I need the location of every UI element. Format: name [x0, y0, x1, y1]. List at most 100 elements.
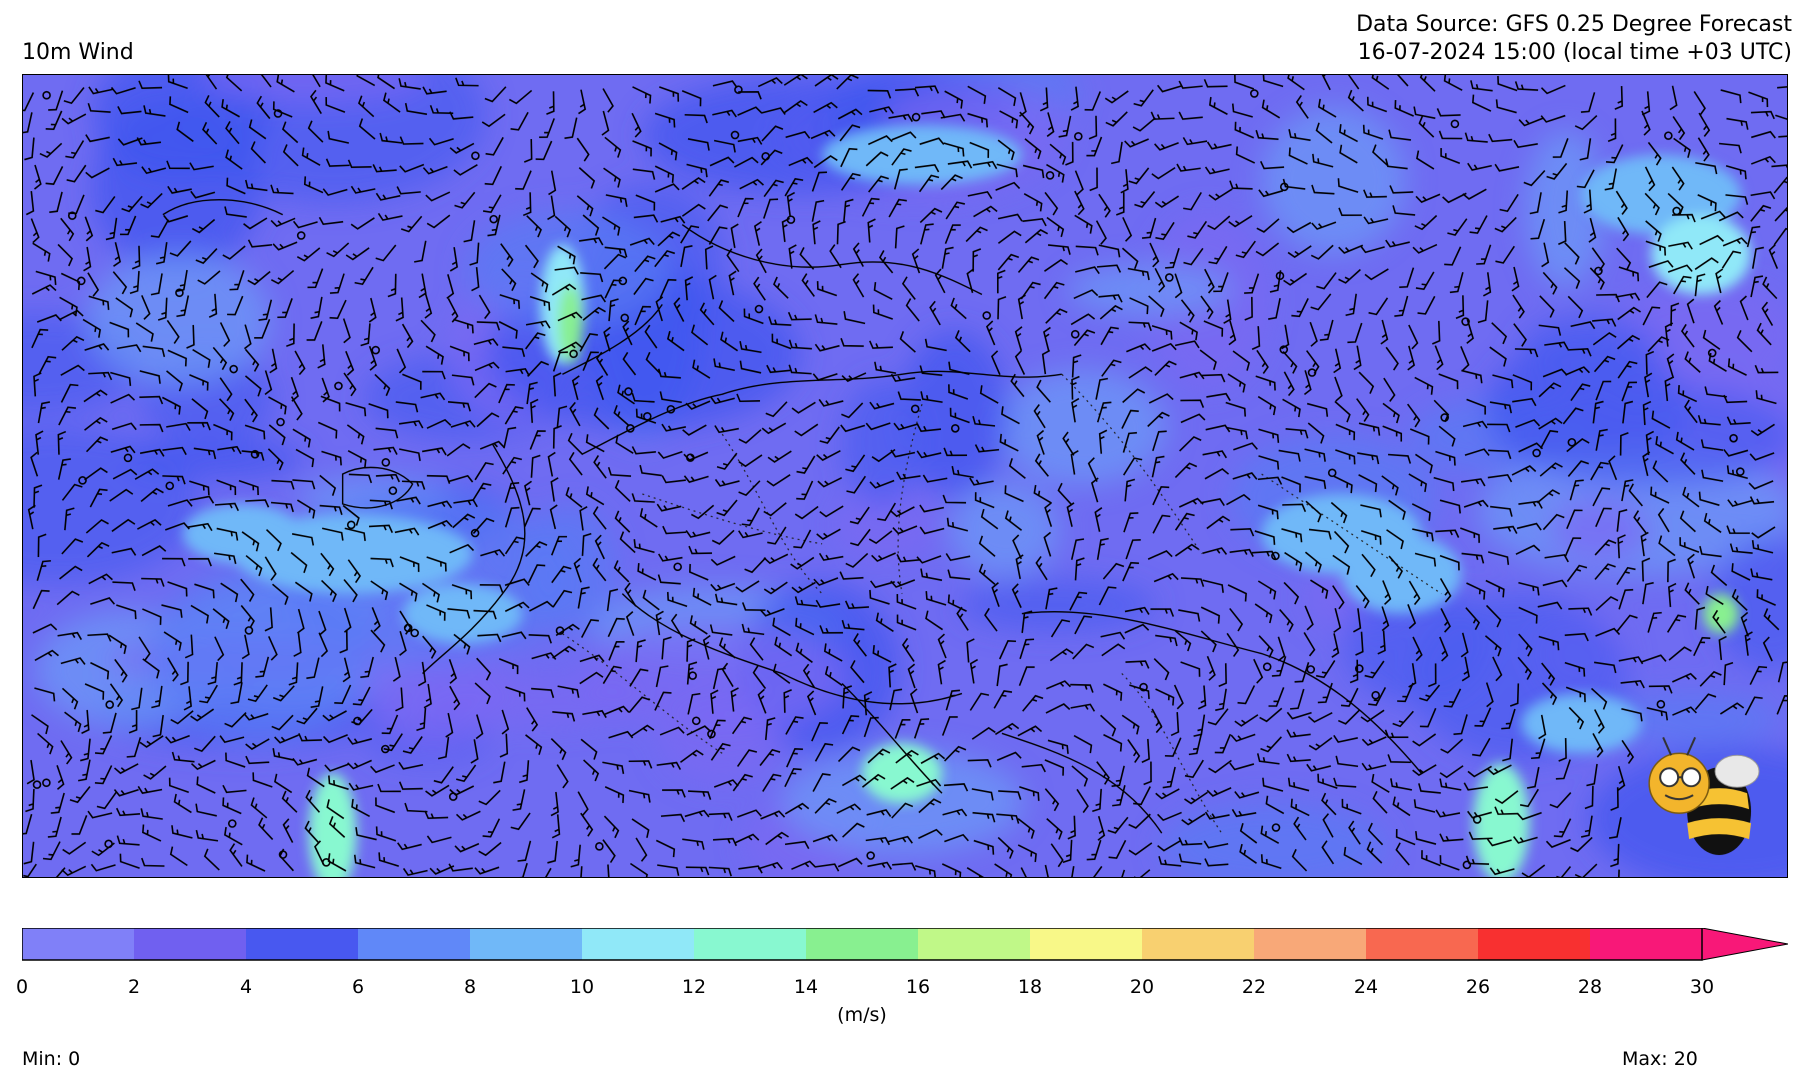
wind-barb [1152, 486, 1170, 506]
wind-barb [1699, 670, 1722, 687]
calm-wind-circle [1271, 551, 1280, 561]
wind-barb [937, 633, 947, 659]
wind-barb [922, 474, 948, 483]
wind-barb [1361, 553, 1376, 578]
wind-barb [699, 302, 715, 326]
wind-barb [1568, 706, 1585, 730]
wind-barb [1312, 153, 1334, 168]
wind-barb [453, 318, 474, 334]
wind-barb [1347, 75, 1360, 90]
wind-barb [25, 788, 35, 813]
wind-barb [1491, 322, 1508, 345]
wind-barb [547, 451, 556, 477]
wind-barb [1014, 326, 1023, 352]
wind-barb [167, 499, 193, 507]
wind-barb [1749, 452, 1775, 461]
wind-barb [166, 319, 180, 344]
wind-barb [1108, 839, 1127, 859]
wind-barb [111, 422, 137, 431]
wind-barb [1621, 739, 1635, 764]
wind-barb [1178, 80, 1203, 89]
wind-barb [34, 687, 56, 702]
wind-barb [377, 212, 403, 221]
wind-barb [997, 86, 1017, 107]
wind-barb [635, 194, 656, 211]
wind-barb [216, 479, 237, 496]
map-title: 10m Wind [22, 40, 134, 65]
wind-barb [1526, 766, 1540, 789]
wind-barb [1223, 299, 1232, 324]
wind-barb [766, 474, 791, 487]
wind-barb [1155, 634, 1178, 647]
colorbar-tick-label: 18 [1017, 976, 1043, 998]
wind-barb [613, 560, 630, 583]
wind-highlight-patch [182, 503, 303, 564]
wind-barb [64, 711, 82, 733]
wind-barb [350, 185, 376, 194]
wind-barb [1122, 561, 1139, 582]
wind-barb [1684, 582, 1700, 605]
wind-barb [1408, 580, 1421, 606]
wind-barb [402, 736, 423, 754]
wind-barb [709, 156, 735, 167]
wind-barb [849, 506, 870, 525]
wind-barb [1045, 308, 1068, 324]
wind-barb [1488, 133, 1513, 143]
wind-barb [757, 77, 783, 88]
wind-barb [1395, 829, 1416, 846]
wind-barb [1036, 429, 1045, 455]
wind-barb [1230, 528, 1255, 537]
calm-wind-circle [688, 671, 697, 680]
wind-barb [1392, 796, 1411, 817]
wind-barb [476, 412, 500, 428]
wind-barb [1652, 460, 1669, 483]
wind-barb [1043, 326, 1051, 352]
wind-barb [1461, 369, 1483, 384]
wind-barb [686, 638, 696, 662]
wind-barb [585, 434, 605, 453]
wind-barb [250, 797, 268, 819]
wind-barb [272, 747, 295, 761]
wind-barb [381, 714, 399, 735]
wind-barb [579, 654, 605, 663]
wind-barb [1288, 129, 1311, 142]
wind-barb [324, 763, 350, 772]
wind-barb [1408, 473, 1427, 492]
wind-barb [199, 684, 218, 704]
wind-barb [447, 401, 471, 412]
wind-barb [1075, 245, 1099, 256]
wind-barb [25, 191, 35, 216]
wind-barb [1101, 359, 1122, 377]
wind-barb [947, 160, 973, 169]
wind-barb [208, 293, 218, 318]
wind-barb [795, 617, 815, 636]
wind-barb [1566, 509, 1583, 529]
wind-barb [375, 797, 396, 814]
wind-barb [837, 746, 861, 763]
wind-barb [212, 346, 228, 371]
wind-barb [710, 689, 719, 714]
wind-barb [905, 298, 920, 322]
wind-field-patch [1602, 692, 1782, 745]
wind-barb [631, 493, 655, 503]
wind-barb [155, 242, 168, 265]
wind-barb [519, 760, 530, 784]
wind-barb [1556, 866, 1572, 877]
wind-barb [222, 784, 247, 794]
wind-barb [1574, 115, 1598, 131]
wind-barb [470, 739, 479, 764]
wind-barb [1288, 147, 1308, 165]
wind-barb [400, 215, 423, 233]
wind-barb [321, 527, 344, 541]
wind-barb [226, 177, 246, 195]
wind-barb [712, 80, 738, 89]
wind-barb [945, 201, 966, 220]
wind-barb [890, 579, 916, 588]
wind-barb [161, 396, 181, 415]
wind-barb [1151, 455, 1165, 478]
wind-barb [1187, 220, 1208, 239]
wind-barb [1383, 377, 1396, 402]
wind-barb [258, 299, 273, 321]
wind-barb [1096, 761, 1110, 785]
colorbar-tick-label: 10 [569, 976, 595, 998]
